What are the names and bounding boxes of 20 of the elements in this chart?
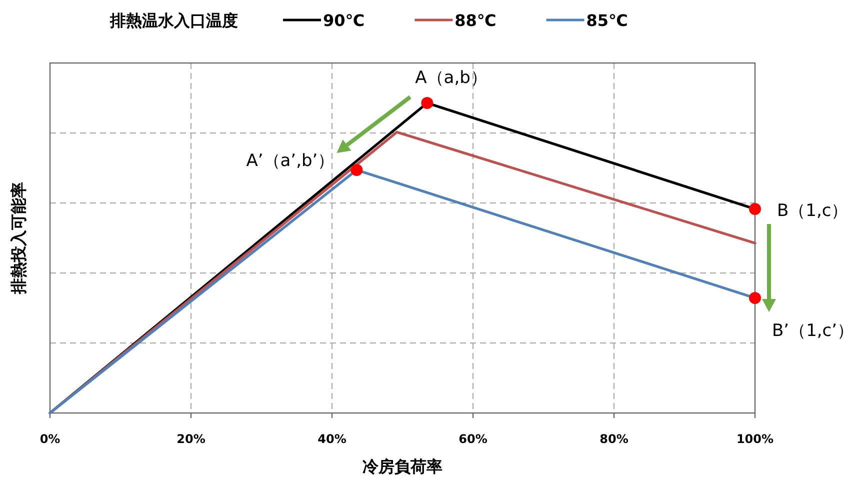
legend-label: 85℃: [586, 11, 628, 30]
legend-label: 88℃: [454, 11, 496, 30]
point: [350, 164, 363, 176]
y-axis-title: 排熱投入可能率: [9, 182, 28, 295]
x-tick-label: 80%: [600, 432, 628, 446]
point: [749, 203, 761, 216]
point: [421, 96, 434, 109]
annotation: B（1,c）: [777, 201, 848, 222]
x-tick-label: 0%: [40, 432, 60, 446]
x-tick-label: 60%: [458, 432, 488, 446]
x-tick-label: 20%: [176, 432, 206, 446]
x-axis-title: 冷房負荷率: [362, 457, 442, 476]
annotation: A’（a’,b’）: [246, 150, 335, 171]
point: [749, 292, 761, 304]
legend-label: 90℃: [323, 11, 365, 30]
legend-title: 排熱温水入口温度: [109, 11, 238, 30]
annotation: A（a,b）: [415, 68, 488, 88]
annotation: B’（1,c’）: [772, 320, 854, 341]
x-tick-label: 40%: [318, 432, 346, 446]
x-tick-label: 100%: [736, 432, 774, 446]
